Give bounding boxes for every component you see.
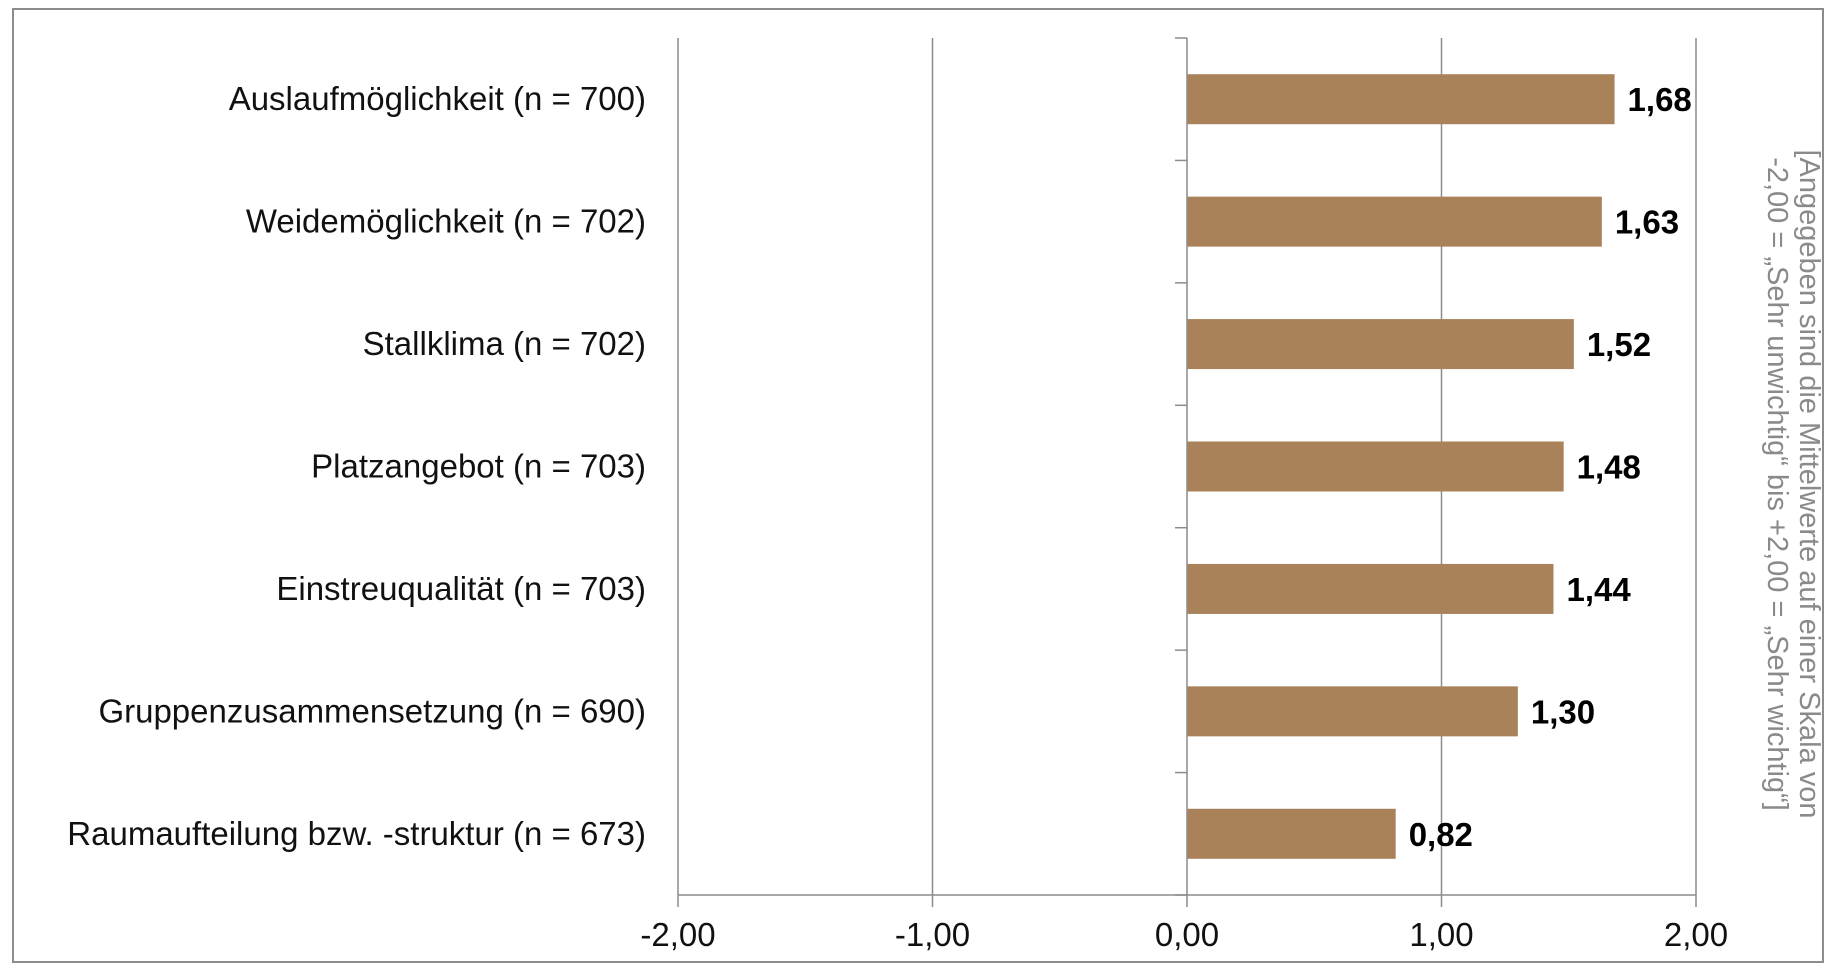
bar-2	[1187, 319, 1574, 370]
category-label-3: Platzangebot (n = 703)	[311, 448, 646, 485]
category-label-1: Weidemöglichkeit (n = 702)	[246, 203, 646, 240]
category-label-4: Einstreuqualität (n = 703)	[276, 570, 646, 607]
side-note-line-2: -2,00 = „Sehr unwichtig“ bis +2,00 = „Se…	[1761, 157, 1793, 811]
x-tick-labels: -2,00 -1,00 0,00 1,00 2,00	[640, 916, 1728, 953]
bar-5	[1187, 686, 1518, 737]
x-tick-label-2: 0,00	[1155, 916, 1219, 953]
category-label-2: Stallklima (n = 702)	[363, 325, 646, 362]
data-label-0: 1,68	[1628, 81, 1692, 118]
x-tick-label-1: -1,00	[895, 916, 970, 953]
data-label-1: 1,63	[1615, 204, 1679, 241]
data-label-6: 0,82	[1409, 816, 1473, 853]
data-label-3: 1,48	[1577, 449, 1641, 486]
data-label-5: 1,30	[1531, 693, 1595, 730]
bars	[1187, 74, 1615, 859]
category-label-5: Gruppenzusammensetzung (n = 690)	[98, 692, 646, 729]
x-tick-label-0: -2,00	[640, 916, 715, 953]
category-label-6: Raumaufteilung bzw. -struktur (n = 673)	[67, 815, 646, 852]
bar-0	[1187, 74, 1615, 125]
x-tick-label-4: 2,00	[1664, 916, 1728, 953]
bar-4	[1187, 563, 1554, 614]
data-label-2: 1,52	[1587, 326, 1651, 363]
data-labels: 1,68 1,63 1,52 1,48 1,44 1,30 0,82	[1409, 81, 1692, 853]
axes	[677, 37, 1697, 907]
category-labels: Auslaufmöglichkeit (n = 700) Weidemöglich…	[67, 80, 646, 852]
side-note-line-1: [Angegeben sind die Mittelwerte auf eine…	[1793, 149, 1825, 818]
bar-3	[1187, 441, 1564, 492]
x-tick-label-3: 1,00	[1409, 916, 1473, 953]
category-label-0: Auslaufmöglichkeit (n = 700)	[229, 80, 646, 117]
side-note: [Angegeben sind die Mittelwerte auf eine…	[1761, 149, 1825, 818]
data-label-4: 1,44	[1566, 571, 1631, 608]
bar-1	[1187, 196, 1602, 247]
bar-6	[1187, 808, 1396, 859]
